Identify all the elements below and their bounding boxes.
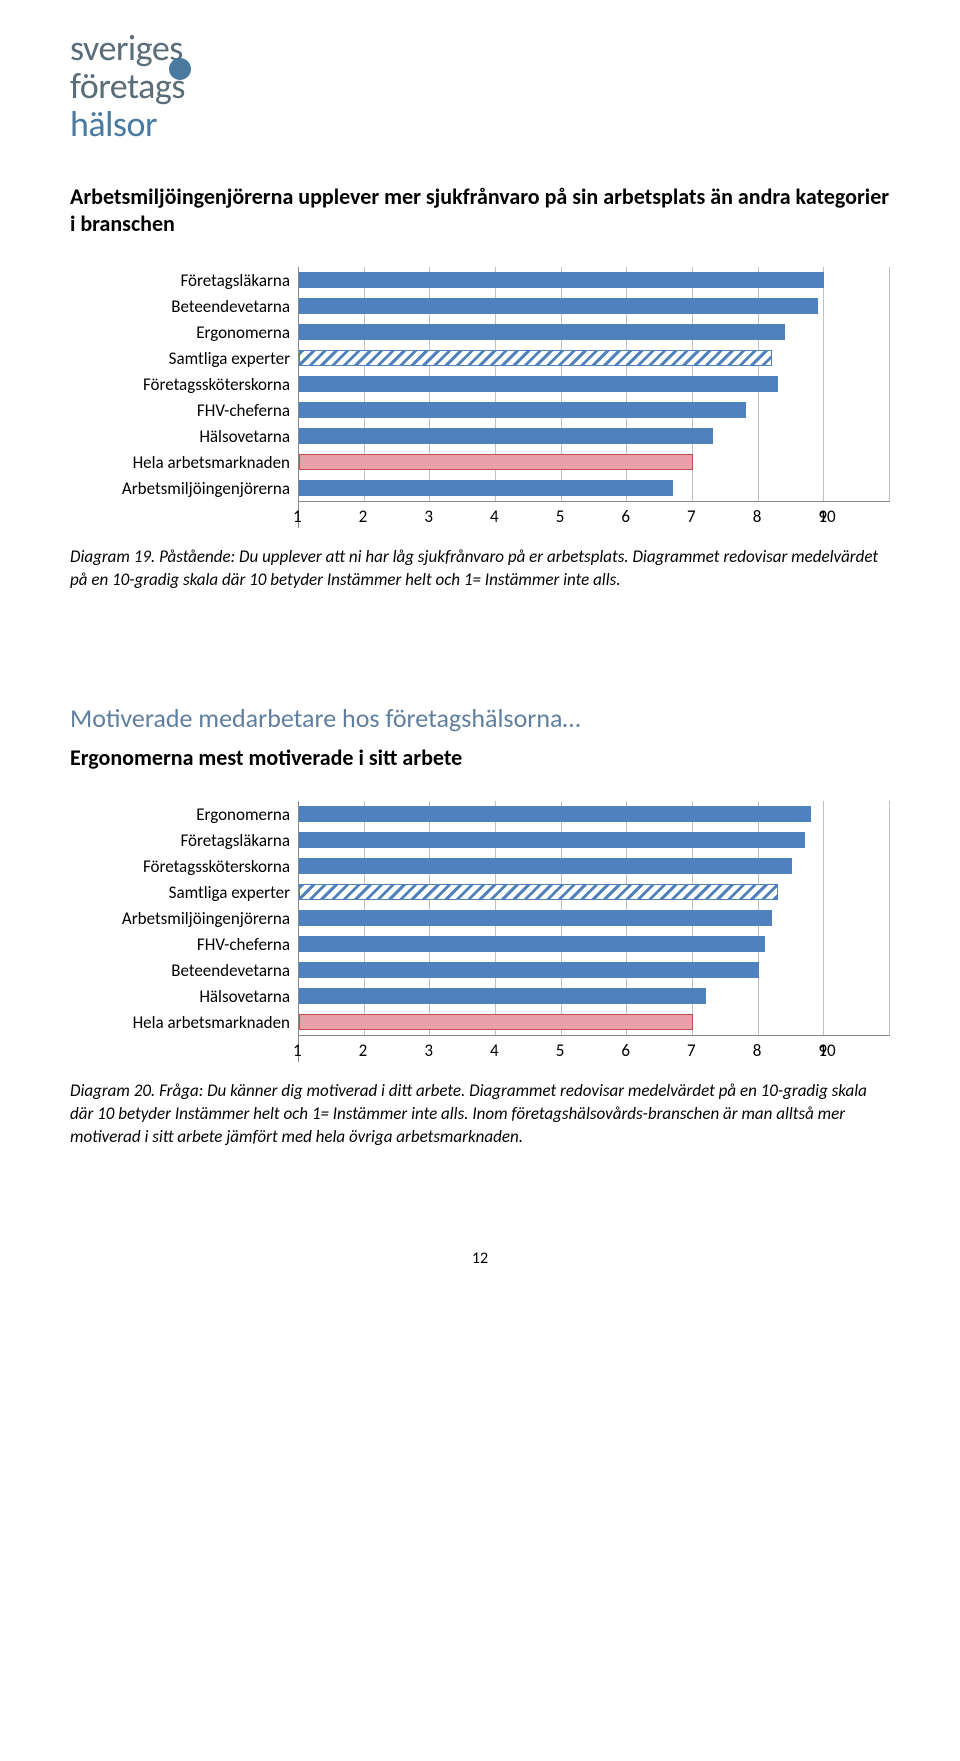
chart-2-label: Företagsläkarna [70, 827, 290, 853]
bar-row [299, 931, 890, 957]
chart-1-caption: Diagram 19. Påstående: Du upplever att n… [70, 546, 890, 592]
bar [299, 1014, 693, 1030]
chart-1-caption-lead: Diagram 19. Påstående: Du upplever att n… [70, 546, 629, 567]
bar-row [299, 801, 890, 827]
bar [299, 910, 772, 926]
chart-2-label: Företagssköterskorna [70, 853, 290, 879]
bar-row [299, 397, 890, 423]
chart-2-label: Samtliga experter [70, 879, 290, 905]
chart-2-caption-lead: Diagram 20. Fråga: Du känner dig motiver… [70, 1080, 465, 1101]
chart-1-bars [299, 267, 890, 501]
chart-1-label: Samtliga experter [70, 345, 290, 371]
bar-row [299, 293, 890, 319]
bar [299, 298, 818, 314]
section2-subtitle: Motiverade medarbetare hos företagshälso… [70, 702, 890, 734]
bar-row [299, 267, 890, 293]
logo-line-3: hälsor [70, 106, 185, 144]
chart-1-xaxis: 12345678910 [299, 501, 890, 528]
chart-2-label: Arbetsmiljöingenjörerna [70, 905, 290, 931]
section2-title: Ergonomerna mest motiverade i sitt arbet… [70, 744, 890, 771]
section1-title: Arbetsmiljöingenjörerna upplever mer sju… [70, 183, 890, 237]
page: sveriges företags hälsor Arbetsmiljöinge… [0, 0, 960, 1328]
chart-1-label: Beteendevetarna [70, 293, 290, 319]
bar [299, 428, 713, 444]
chart-2-bars [299, 801, 890, 1035]
bar-row [299, 957, 890, 983]
chart-2-plot: 12345678910 [298, 801, 890, 1062]
bar [299, 858, 792, 874]
chart-2-label: FHV-cheferna [70, 931, 290, 957]
bar-row [299, 449, 890, 475]
logo-line-1: sveriges [70, 30, 185, 68]
logo-text: sveriges företags hälsor [70, 30, 185, 143]
chart-1-label: Hälsovetarna [70, 423, 290, 449]
bar-row [299, 827, 890, 853]
chart-1-label: Arbetsmiljöingenjörerna [70, 475, 290, 501]
bar [299, 350, 772, 366]
x-tick: 10 [818, 506, 902, 527]
chart-2-xaxis: 12345678910 [299, 1035, 890, 1062]
chart-1-label: Hela arbetsmarknaden [70, 449, 290, 475]
bar [299, 806, 811, 822]
logo-dot-icon [169, 58, 191, 80]
chart-1-label: Ergonomerna [70, 319, 290, 345]
chart-2-label: Hälsovetarna [70, 983, 290, 1009]
bar-row [299, 1009, 890, 1035]
page-number: 12 [70, 1249, 890, 1268]
chart-2-label: Beteendevetarna [70, 957, 290, 983]
chart-2-labels: ErgonomernaFöretagsläkarnaFöretagssköter… [70, 801, 298, 1062]
bar-row [299, 319, 890, 345]
bar-row [299, 853, 890, 879]
chart-2: ErgonomernaFöretagsläkarnaFöretagssköter… [70, 801, 890, 1062]
bar [299, 832, 805, 848]
chart-1: FöretagsläkarnaBeteendevetarnaErgonomern… [70, 267, 890, 528]
chart-2-caption: Diagram 20. Fråga: Du känner dig motiver… [70, 1080, 890, 1149]
bar-row [299, 983, 890, 1009]
chart-2-label: Hela arbetsmarknaden [70, 1009, 290, 1035]
bar [299, 376, 778, 392]
bar-row [299, 371, 890, 397]
bar [299, 272, 824, 288]
bar-row [299, 345, 890, 371]
chart-1-labels: FöretagsläkarnaBeteendevetarnaErgonomern… [70, 267, 298, 528]
logo: sveriges företags hälsor [70, 30, 890, 143]
bar [299, 988, 706, 1004]
bar [299, 324, 785, 340]
bar-row [299, 423, 890, 449]
bar [299, 884, 778, 900]
bar [299, 402, 746, 418]
bar-row [299, 879, 890, 905]
bar [299, 480, 673, 496]
bar-row [299, 475, 890, 501]
x-tick: 10 [818, 1040, 902, 1061]
chart-1-label: FHV-cheferna [70, 397, 290, 423]
chart-1-label: Företagssköterskorna [70, 371, 290, 397]
chart-1-label: Företagsläkarna [70, 267, 290, 293]
bar [299, 936, 765, 952]
bar [299, 962, 759, 978]
chart-2-label: Ergonomerna [70, 801, 290, 827]
bar-row [299, 905, 890, 931]
chart-1-plot: 12345678910 [298, 267, 890, 528]
bar [299, 454, 693, 470]
logo-line-2: företags [70, 68, 185, 106]
